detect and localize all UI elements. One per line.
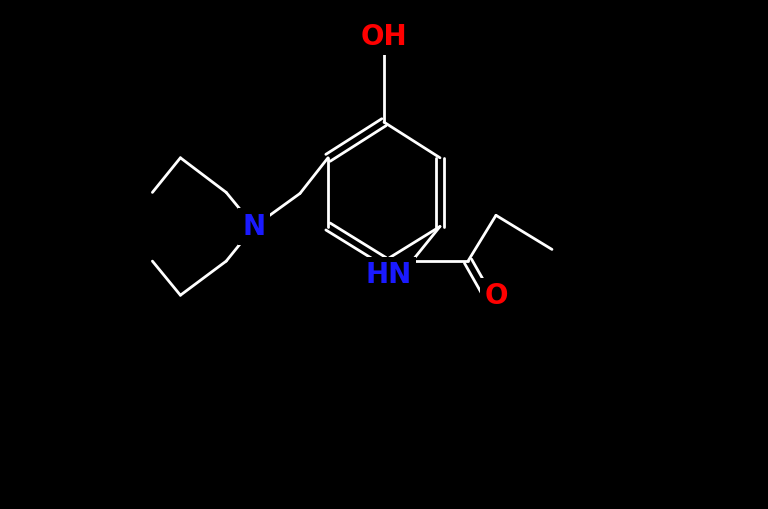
Text: N: N [243, 212, 266, 241]
Text: O: O [485, 282, 508, 310]
Text: HN: HN [366, 261, 412, 289]
Text: OH: OH [361, 23, 407, 51]
